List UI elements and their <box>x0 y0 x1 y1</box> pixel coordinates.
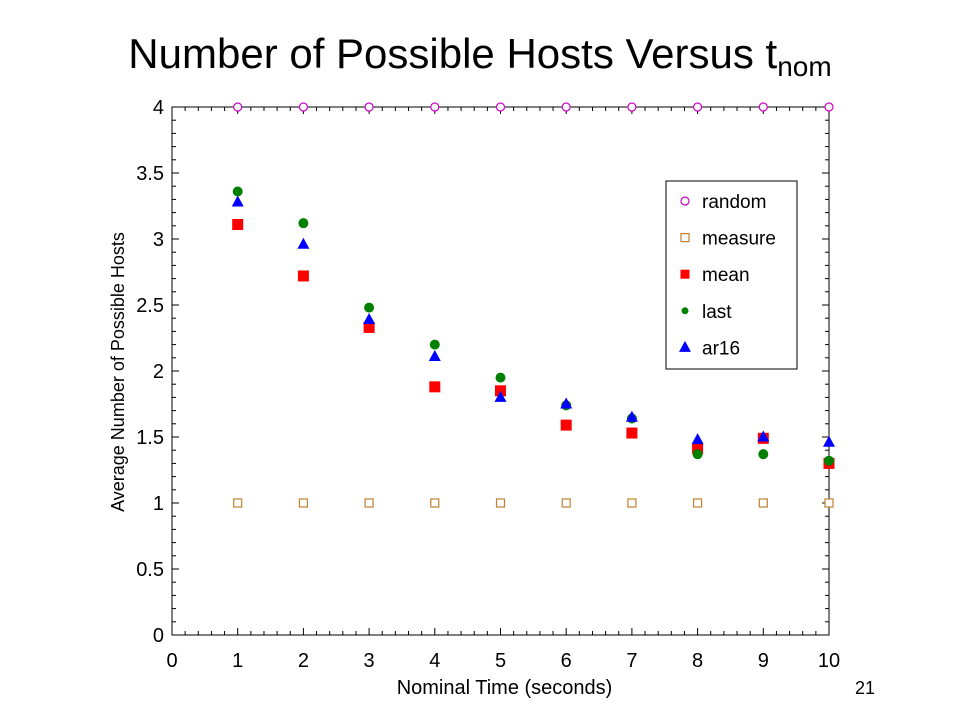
x-tick-label: 8 <box>692 650 703 672</box>
data-point-measure <box>561 498 571 508</box>
legend-label-last: last <box>702 302 732 323</box>
data-point-ar16 <box>231 195 244 207</box>
data-point-last <box>758 449 769 460</box>
slide-title: Number of Possible Hosts Versus tnom <box>0 30 960 83</box>
legend-label-mean: mean <box>702 265 750 286</box>
data-point-ar16 <box>363 313 376 325</box>
y-tick-label: 2.5 <box>136 295 164 317</box>
y-tick-label: 4 <box>153 97 164 119</box>
data-point-ar16 <box>494 390 507 402</box>
x-tick-label: 9 <box>758 650 769 672</box>
data-point-mean <box>692 443 704 455</box>
y-tick-label: 2 <box>153 361 164 383</box>
x-tick-label: 6 <box>561 650 572 672</box>
y-tick-label: 3.5 <box>136 163 164 185</box>
y-tick-label: 3 <box>153 229 164 251</box>
x-tick-label: 2 <box>298 650 309 672</box>
x-tick-label: 5 <box>495 650 506 672</box>
y-tick-label: 0.5 <box>136 559 164 581</box>
legend-marker-measure <box>680 233 690 243</box>
legend-marker-mean <box>680 269 690 279</box>
data-point-random <box>364 102 374 112</box>
legend-label-random: random <box>702 192 766 213</box>
data-point-measure <box>364 498 374 508</box>
data-point-random <box>692 102 703 112</box>
data-point-measure <box>298 498 308 508</box>
data-point-last <box>495 372 506 383</box>
data-point-mean <box>560 419 572 431</box>
legend-marker-random <box>680 196 690 206</box>
data-point-ar16 <box>560 397 573 409</box>
data-point-random <box>233 102 243 112</box>
data-point-mean <box>495 385 506 397</box>
data-point-mean <box>429 381 441 393</box>
x-axis-label: Nominal Time (seconds) <box>397 677 613 699</box>
x-tick-label: 0 <box>166 650 177 672</box>
slide-title-text: Number of Possible Hosts Versus t <box>128 30 778 77</box>
data-point-last <box>824 455 834 466</box>
data-point-measure <box>824 498 834 508</box>
data-point-random <box>430 102 440 112</box>
data-point-measure <box>430 498 440 508</box>
data-point-measure <box>233 498 243 508</box>
y-tick-label: 1.5 <box>136 427 164 449</box>
legend-label-ar16: ar16 <box>702 338 740 359</box>
data-point-mean <box>297 270 309 282</box>
y-tick-label: 0 <box>153 625 164 647</box>
legend-label-measure: measure <box>702 229 776 250</box>
x-tick-label: 3 <box>364 650 375 672</box>
data-point-mean <box>626 427 638 439</box>
data-point-last <box>692 449 703 460</box>
data-point-measure <box>627 498 637 508</box>
data-point-measure <box>495 498 506 508</box>
data-point-last <box>364 302 375 313</box>
data-point-random <box>627 102 637 112</box>
data-point-random <box>758 102 768 112</box>
x-tick-label: 7 <box>626 650 637 672</box>
data-point-random <box>495 102 506 112</box>
x-tick-label: 4 <box>429 650 440 672</box>
page-number: 21 <box>855 678 876 698</box>
legend-marker-ar16 <box>679 340 691 352</box>
data-point-measure <box>758 498 768 508</box>
x-tick-label: 1 <box>232 650 243 672</box>
y-axis-label: Average Number of Possible Hosts <box>108 232 128 512</box>
data-point-last <box>298 218 309 229</box>
data-point-ar16 <box>428 349 441 361</box>
data-point-ar16 <box>823 435 835 447</box>
y-tick-label: 1 <box>153 493 164 515</box>
data-point-measure <box>692 498 703 508</box>
data-point-ar16 <box>691 433 704 445</box>
data-point-ar16 <box>625 410 638 422</box>
data-point-mean <box>363 321 375 333</box>
data-point-last <box>232 186 243 197</box>
data-point-last <box>429 339 440 350</box>
data-point-ar16 <box>757 430 770 442</box>
slide-title-subscript: nom <box>777 51 832 82</box>
data-point-ar16 <box>297 237 310 249</box>
legend-marker-last <box>681 307 689 315</box>
data-point-mean <box>232 218 244 230</box>
data-point-random <box>561 102 571 112</box>
data-point-random <box>824 102 834 112</box>
x-tick-label: 10 <box>818 650 840 672</box>
data-point-random <box>298 102 308 112</box>
